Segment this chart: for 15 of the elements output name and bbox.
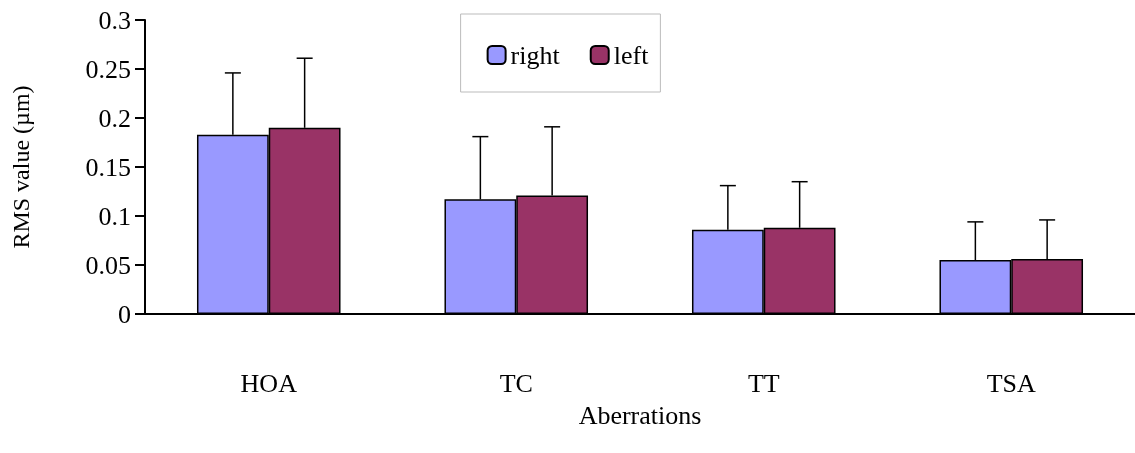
legend-label: right bbox=[510, 40, 561, 70]
x-tick-label: TC bbox=[499, 368, 533, 398]
y-tick-label: 0.25 bbox=[85, 54, 131, 84]
x-axis-title: Aberrations bbox=[578, 400, 702, 430]
y-tick-label: 0.3 bbox=[98, 5, 131, 35]
y-tick-label: 0.15 bbox=[85, 152, 131, 182]
y-tick-label: 0.05 bbox=[85, 250, 131, 280]
y-tick-label: 0 bbox=[118, 299, 131, 329]
y-tick-label: 0.1 bbox=[98, 201, 131, 231]
legend-label: left bbox=[613, 40, 650, 70]
x-tick-label: HOA bbox=[240, 368, 298, 398]
x-tick-label: TSA bbox=[986, 368, 1037, 398]
x-tick-label: TT bbox=[747, 368, 780, 398]
y-axis-title: RMS value (µm) bbox=[8, 85, 34, 249]
y-tick-label: 0.2 bbox=[98, 103, 131, 133]
